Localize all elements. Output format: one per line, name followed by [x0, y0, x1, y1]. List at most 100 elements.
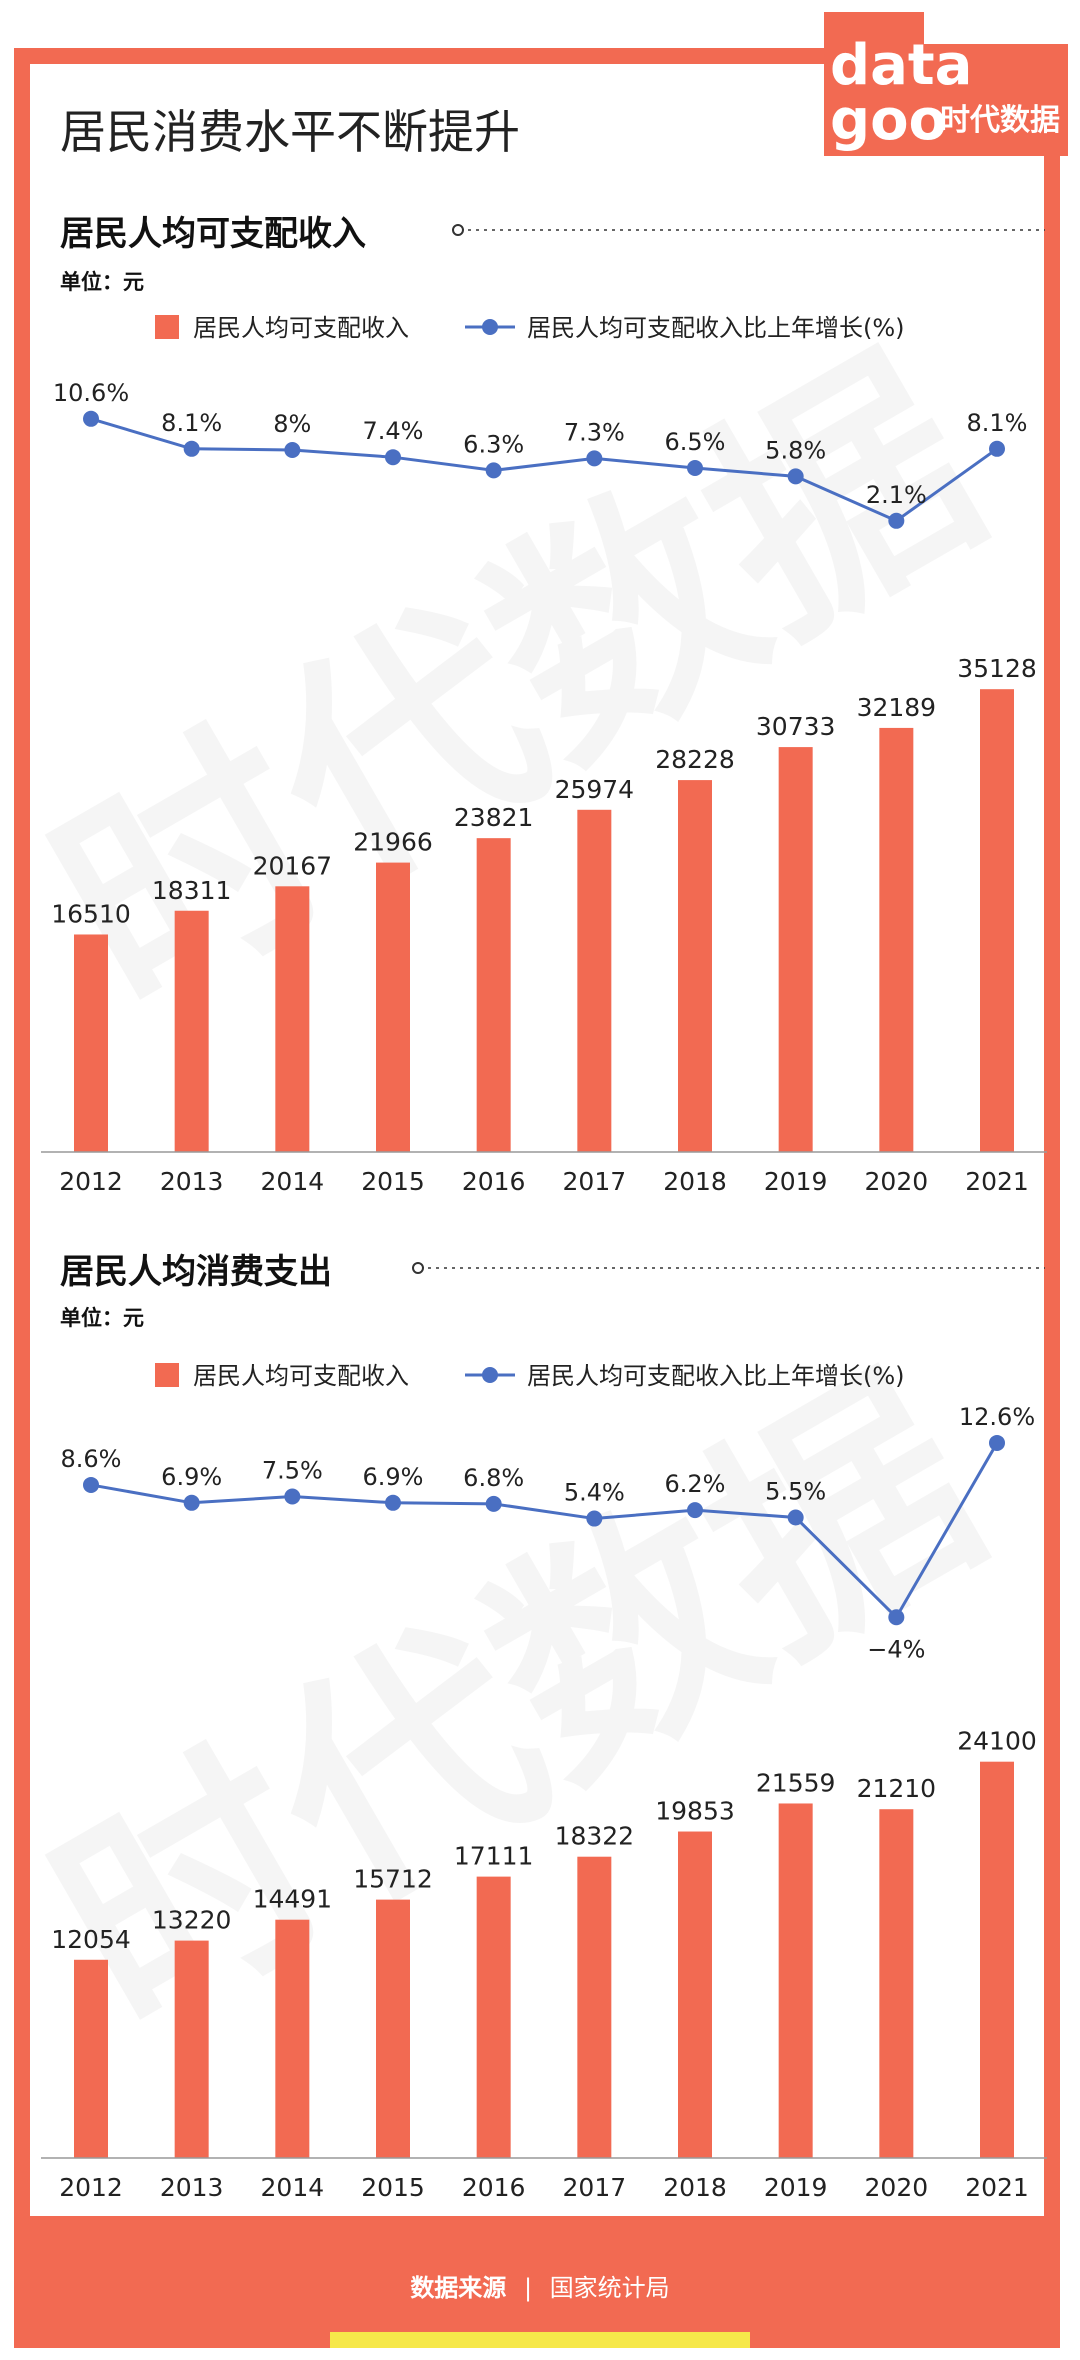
x-tick-label-2016: 2016	[462, 1167, 526, 1196]
bar-2016	[476, 838, 511, 1152]
unit-label-spending: 单位：元	[60, 1306, 144, 1330]
bar-label-2016: 23821	[454, 803, 534, 832]
line-label-2018: 6.2%	[665, 1470, 726, 1498]
bar-2018	[678, 1831, 712, 2158]
legend-marker-line	[482, 319, 498, 335]
line-label-2015: 6.9%	[363, 1463, 424, 1491]
x-tick-label-2020: 2020	[865, 2173, 929, 2202]
x-tick-label-2014: 2014	[261, 2173, 325, 2202]
logo-word-data: data	[830, 33, 972, 98]
section-title-spending: 居民人均消费支出	[60, 1252, 332, 1292]
source-separator: |	[523, 2274, 533, 2302]
legend-marker-line	[482, 1367, 498, 1383]
brand-logo: data goo 时代数据	[824, 12, 1068, 156]
line-point-2021	[989, 440, 1005, 457]
bar-2016	[476, 1876, 511, 2158]
line-point-2021	[989, 1434, 1005, 1451]
x-tick-label-2018: 2018	[663, 2173, 727, 2202]
line-point-2012	[83, 1476, 99, 1493]
bar-2020	[879, 727, 914, 1152]
line-label-2020: 2.1%	[866, 481, 927, 509]
bar-label-2017: 25974	[555, 775, 635, 804]
line-point-2019	[787, 468, 804, 485]
bar-label-2018: 19853	[655, 1797, 735, 1826]
bar-2013	[174, 910, 209, 1152]
x-tick-label-2019: 2019	[764, 2173, 828, 2202]
section-divider-income	[452, 224, 1045, 236]
logo-brand-text: 时代数据	[940, 103, 1060, 138]
bar-2017	[577, 1856, 612, 2158]
line-label-2016: 6.3%	[463, 430, 524, 458]
line-point-2013	[183, 1494, 200, 1511]
x-tick-label-2013: 2013	[160, 1167, 224, 1196]
legend-swatch-bar	[155, 1363, 179, 1387]
line-point-2014	[284, 1488, 301, 1505]
x-tick-label-2017: 2017	[563, 2173, 627, 2202]
bar-label-2019: 21559	[756, 1768, 836, 1797]
bar-label-2021: 24100	[957, 1727, 1037, 1756]
line-point-2015	[385, 1494, 401, 1511]
x-tick-label-2013: 2013	[160, 2173, 224, 2202]
line-label-2015: 7.4%	[363, 417, 424, 445]
bar-2014	[275, 1919, 310, 2158]
bar-2015	[376, 1899, 410, 2158]
bar-label-2014: 20167	[253, 851, 333, 880]
line-point-2020	[888, 1609, 905, 1626]
line-point-2016	[485, 462, 502, 479]
line-label-2012: 8.6%	[61, 1445, 122, 1473]
line-label-2020: −4%	[867, 1635, 925, 1663]
source-value: 国家统计局	[549, 2274, 670, 2302]
bar-label-2014: 14491	[253, 1885, 333, 1914]
legend-label-bar: 居民人均可支配收入	[193, 1362, 409, 1390]
x-tick-label-2020: 2020	[865, 1167, 929, 1196]
x-tick-label-2015: 2015	[361, 1167, 425, 1196]
source-line: 数据来源 | 国家统计局	[0, 2268, 1080, 2303]
line-point-2012	[83, 410, 99, 427]
bar-2015	[376, 862, 410, 1152]
bar-label-2020: 32189	[857, 693, 937, 722]
line-point-2014	[284, 442, 301, 458]
section-divider-spending	[412, 1262, 1045, 1274]
line-label-2016: 6.8%	[463, 1464, 524, 1492]
line-point-2016	[485, 1495, 502, 1512]
legend-label-line: 居民人均可支配收入比上年增长(%)	[527, 314, 905, 342]
legend-label-bar: 居民人均可支配收入	[193, 314, 409, 342]
line-label-2019: 5.8%	[765, 436, 826, 464]
line-point-2013	[183, 440, 200, 457]
bar-2019	[778, 1803, 813, 2158]
bar-label-2015: 15712	[353, 1865, 433, 1894]
x-tick-label-2017: 2017	[563, 1167, 627, 1196]
page-title: 居民消费水平不断提升	[60, 105, 520, 159]
bar-label-2012: 16510	[51, 899, 131, 928]
line-label-2018: 6.5%	[665, 428, 726, 456]
chart-income: 居民人均可支配收入 居民人均可支配收入比上年增长(%) 16510 18311 2016…	[41, 314, 1047, 1196]
line-point-2017	[586, 1510, 603, 1527]
x-tick-label-2021: 2021	[965, 1167, 1029, 1196]
bar-2021	[980, 1761, 1014, 2158]
x-tick-label-2016: 2016	[462, 2173, 526, 2202]
x-tick-label-2018: 2018	[663, 1167, 727, 1196]
x-tick-label-2014: 2014	[261, 1167, 325, 1196]
bar-label-2017: 18322	[555, 1822, 635, 1851]
bar-2018	[678, 780, 712, 1152]
line-label-2013: 6.9%	[161, 1463, 222, 1491]
line-label-2012: 10.6%	[53, 379, 129, 407]
x-tick-label-2012: 2012	[59, 1167, 123, 1196]
line-label-2014: 7.5%	[262, 1457, 323, 1485]
x-tick-label-2015: 2015	[361, 2173, 425, 2202]
growth-line	[90, 417, 998, 523]
bar-2020	[879, 1809, 914, 2158]
bar-label-2015: 21966	[353, 828, 433, 857]
x-tick-label-2012: 2012	[59, 2173, 123, 2202]
line-label-2017: 5.4%	[564, 1479, 625, 1507]
source-label: 数据来源	[410, 2274, 507, 2302]
x-tick-label-2019: 2019	[764, 1167, 828, 1196]
section-title-income: 居民人均可支配收入	[60, 214, 366, 254]
bar-label-2019: 30733	[756, 712, 836, 741]
unit-label-income: 单位：元	[60, 270, 144, 294]
bar-label-2013: 13220	[152, 1906, 232, 1935]
bar-2019	[778, 747, 813, 1152]
line-label-2021: 12.6%	[959, 1403, 1035, 1431]
line-label-2013: 8.1%	[161, 409, 222, 437]
bar-label-2013: 18311	[152, 876, 232, 905]
